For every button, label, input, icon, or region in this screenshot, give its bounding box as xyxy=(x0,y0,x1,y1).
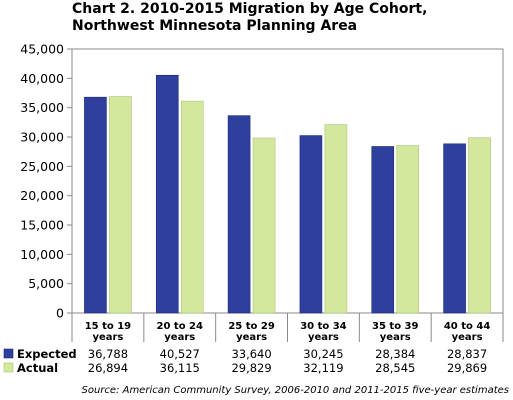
bar-expected xyxy=(299,135,323,314)
data-table-value: 36,115 xyxy=(160,361,200,375)
data-table-value: 30,245 xyxy=(303,347,343,361)
y-tick-label: 30,000 xyxy=(20,130,64,145)
x-tick-label: years xyxy=(236,332,267,343)
bar-actual xyxy=(180,100,204,314)
bar-expected xyxy=(371,146,395,314)
bar-actual xyxy=(324,124,348,314)
y-tick-label: 5,000 xyxy=(28,276,64,291)
x-tick-label: years xyxy=(452,332,483,343)
plot-frame xyxy=(71,48,504,314)
y-tick-label: 45,000 xyxy=(20,42,64,57)
y-tick-label: 15,000 xyxy=(20,218,64,233)
x-tick-label: years xyxy=(92,332,123,343)
x-tick-label: 25 to 29 xyxy=(228,321,274,332)
x-tick-label: years xyxy=(164,332,195,343)
data-table-value: 36,788 xyxy=(88,347,128,361)
x-tick-label: 40 to 44 xyxy=(444,321,490,332)
x-tick-label: 15 to 19 xyxy=(85,321,131,332)
bar-expected xyxy=(155,74,179,314)
bar-actual xyxy=(109,96,132,314)
x-tick-label: 35 to 39 xyxy=(372,321,418,332)
y-tick-label: 0 xyxy=(56,306,64,321)
bar-actual xyxy=(468,137,491,314)
source-note: Source: American Community Survey, 2006-… xyxy=(81,385,509,396)
bar-actual xyxy=(252,137,276,314)
bar-actual xyxy=(396,145,420,314)
x-tick-label: 30 to 34 xyxy=(300,321,346,332)
bar-expected xyxy=(227,115,251,314)
legend-label-expected: Expected xyxy=(17,347,77,361)
x-tick-label: years xyxy=(380,332,411,343)
chart-title: Chart 2. 2010-2015 Migration by Age Coho… xyxy=(72,1,428,34)
x-tick-label: years xyxy=(308,332,339,343)
data-table-value: 33,640 xyxy=(231,347,271,361)
x-tick-label: 20 to 24 xyxy=(157,321,203,332)
y-tick-label: 40,000 xyxy=(20,71,64,86)
data-table-value: 28,837 xyxy=(447,347,487,361)
bar-expected xyxy=(443,143,466,314)
y-tick-label: 20,000 xyxy=(20,188,64,203)
data-table-value: 40,527 xyxy=(160,347,200,361)
data-table-value: 29,869 xyxy=(447,361,487,375)
legend-label-actual: Actual xyxy=(17,361,58,375)
y-tick-label: 25,000 xyxy=(20,159,64,174)
data-table-value: 26,894 xyxy=(88,361,128,375)
data-table-value: 32,119 xyxy=(303,361,343,375)
data-table-value: 28,384 xyxy=(375,347,415,361)
data-table-value: 29,829 xyxy=(231,361,271,375)
legend-swatch-actual xyxy=(3,362,14,373)
data-table-value: 28,545 xyxy=(375,361,415,375)
y-tick-label: 35,000 xyxy=(20,100,64,115)
y-tick-label: 10,000 xyxy=(20,247,64,262)
legend-swatch-expected xyxy=(3,348,14,359)
bar-expected xyxy=(84,96,107,314)
